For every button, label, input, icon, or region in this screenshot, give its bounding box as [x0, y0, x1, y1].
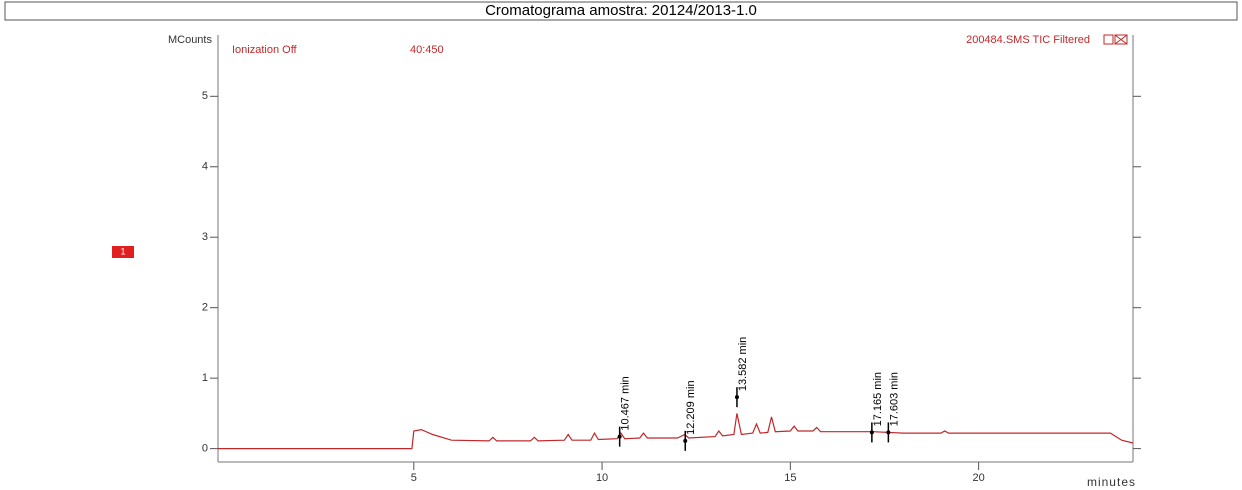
y-tick-label: 5 — [202, 90, 208, 102]
y-tick-label: 4 — [202, 161, 208, 173]
y-tick-label: 3 — [202, 231, 208, 243]
trace-marker: 1 — [120, 246, 125, 256]
y-axis-label: MCounts — [168, 34, 213, 46]
annotation: 40:450 — [410, 44, 444, 56]
peak-point — [886, 430, 891, 435]
peak-label: 12.209 min — [685, 380, 697, 434]
icon — [1114, 34, 1128, 45]
peak-point — [617, 434, 622, 439]
peak-point — [734, 395, 739, 400]
x-tick-label: 20 — [972, 472, 984, 484]
peak-label: 17.165 min — [872, 372, 884, 426]
trace-line — [218, 413, 1134, 450]
peak-point — [683, 438, 688, 443]
x-tick-label: 15 — [784, 472, 796, 484]
annotation: Ionization Off — [232, 44, 298, 56]
title-bar — [4, 1, 1238, 21]
x-tick-label: 5 — [411, 472, 417, 484]
y-tick-label: 0 — [202, 443, 208, 455]
peak-label: 10.467 min — [620, 376, 632, 430]
peak-point — [869, 430, 874, 435]
x-tick-label: 10 — [596, 472, 608, 484]
icon[interactable] — [1103, 34, 1114, 45]
x-axis-label: minutes — [1087, 475, 1136, 489]
y-tick-label: 1 — [202, 372, 208, 384]
y-tick-label: 2 — [202, 302, 208, 314]
peak-label: 13.582 min — [737, 337, 749, 391]
icon[interactable] — [1114, 34, 1128, 45]
chart-title: Cromatograma amostra: 20124/2013-1.0 — [485, 2, 757, 19]
peak-label: 17.603 min — [888, 372, 900, 426]
annotation: 200484.SMS TIC Filtered — [966, 34, 1090, 46]
trace-marker-box — [112, 246, 134, 258]
